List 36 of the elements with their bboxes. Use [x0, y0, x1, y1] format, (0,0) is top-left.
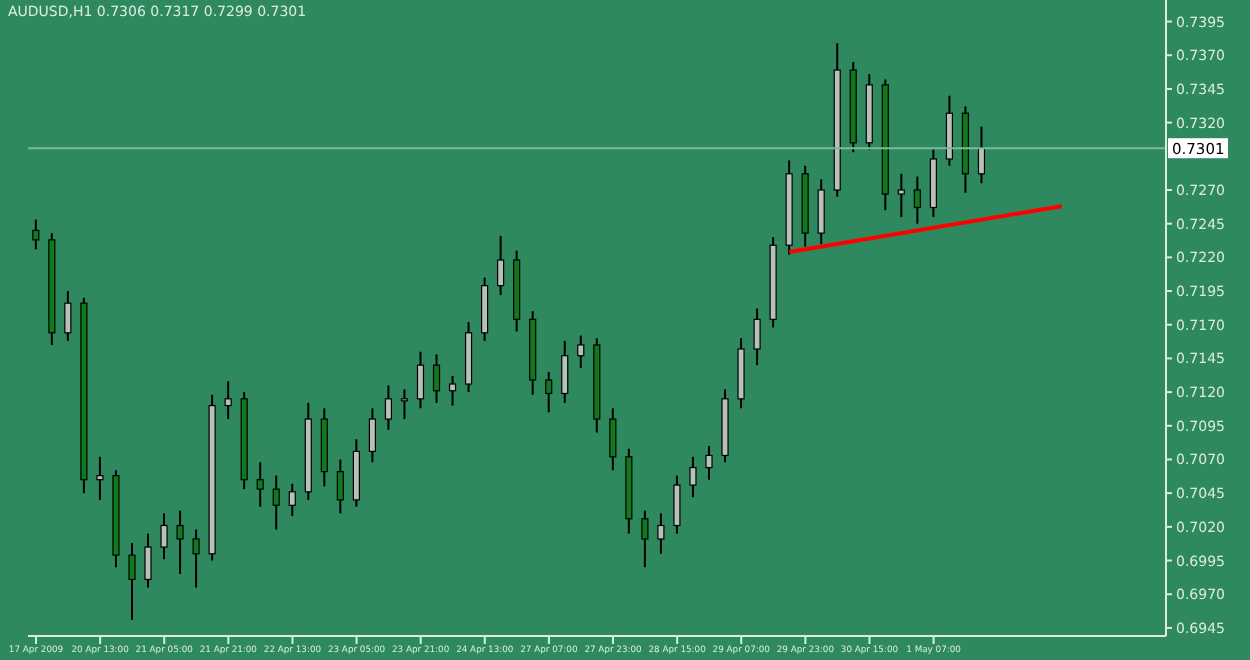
- candlestick: [384, 384, 393, 431]
- candlestick: [160, 512, 168, 561]
- candlestick: [416, 350, 425, 410]
- candlestick: [448, 374, 457, 407]
- candlestick: [481, 276, 489, 342]
- candlestick: [32, 218, 40, 251]
- candlestick: [753, 307, 761, 367]
- candlestick: [897, 172, 905, 218]
- candlestick: [689, 455, 697, 499]
- candlestick: [977, 125, 986, 185]
- candlestick: [497, 234, 505, 297]
- candlestick: [400, 388, 409, 421]
- candlestick: [673, 474, 681, 535]
- candlestick: [609, 407, 617, 472]
- candlestick: [192, 528, 200, 589]
- candlestick: [913, 175, 921, 225]
- candlestick: [432, 353, 441, 404]
- candlestick: [657, 512, 665, 555]
- candlestick: [705, 445, 713, 481]
- candlestick: [577, 334, 585, 369]
- candlestick: [176, 509, 184, 576]
- candlestick: [336, 458, 344, 515]
- candlestick: [256, 461, 264, 508]
- candlestick: [945, 94, 954, 167]
- candlestick: [545, 370, 553, 414]
- candlestick: [144, 532, 152, 589]
- candlestick: [224, 380, 232, 421]
- candlestick: [64, 290, 72, 342]
- candlestick: [288, 482, 296, 518]
- candlestick: [96, 455, 104, 501]
- candlestick: [641, 509, 649, 569]
- candlestick: [272, 474, 280, 531]
- candlestick: [368, 407, 376, 464]
- candlestick: [128, 542, 136, 621]
- candlestick: [817, 178, 825, 245]
- candlestick: [561, 339, 569, 404]
